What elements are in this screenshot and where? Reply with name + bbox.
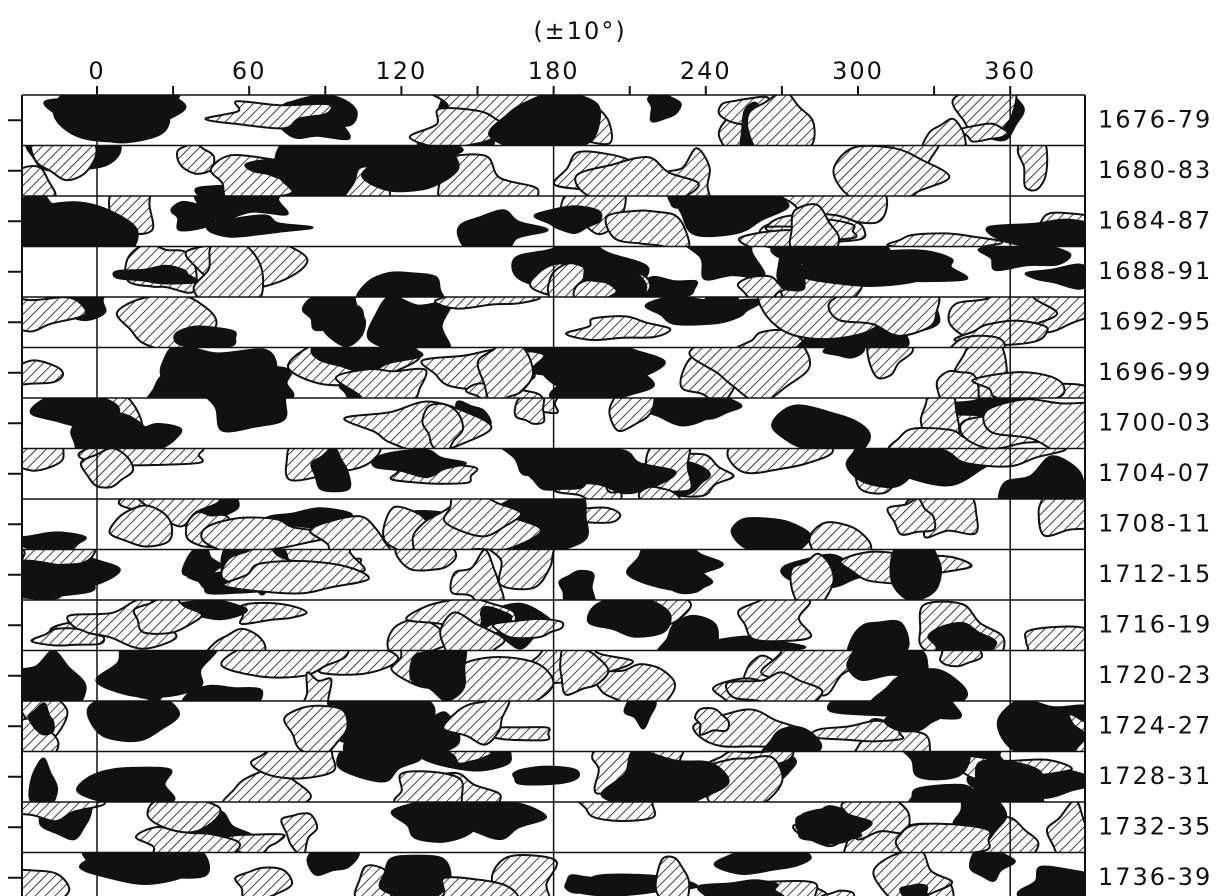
row-label: 1680-83 xyxy=(1098,156,1212,184)
hatched-region xyxy=(695,708,729,735)
hatched-region xyxy=(177,144,214,174)
hatched-region xyxy=(435,287,540,309)
hatched-region xyxy=(0,437,64,471)
hatched-region xyxy=(493,619,563,638)
x-tick-label: 240 xyxy=(680,57,732,85)
figure: (±10°) 1676-79 1680-83 1684-87 1688-91 1692-… xyxy=(0,0,1225,896)
row-label: 1696-99 xyxy=(1098,358,1212,386)
row-label: 1728-31 xyxy=(1098,762,1212,790)
dark-region xyxy=(307,835,359,875)
dark-region xyxy=(732,518,811,552)
dark-region xyxy=(559,571,594,608)
row-label: 1724-27 xyxy=(1098,711,1212,739)
dark-region xyxy=(88,692,179,741)
axis-title: (±10°) xyxy=(533,17,626,45)
dark-region xyxy=(565,875,600,893)
hatched-region xyxy=(0,293,86,332)
hatched-region xyxy=(574,280,617,306)
x-tick-label: 60 xyxy=(232,57,267,85)
dark-region xyxy=(77,768,174,805)
hatched-region xyxy=(1018,128,1047,191)
x-tick-label: 300 xyxy=(832,57,884,85)
row-label: 1676-79 xyxy=(1098,105,1212,133)
dark-region xyxy=(890,531,941,600)
row-label: 1708-11 xyxy=(1098,509,1212,537)
row-label: 1700-03 xyxy=(1098,408,1212,436)
dark-region xyxy=(588,597,671,637)
hatched-region xyxy=(0,870,69,896)
row-label: 1716-19 xyxy=(1098,610,1212,638)
dark-region xyxy=(136,663,169,704)
x-tick-label: 180 xyxy=(528,57,580,85)
hatched-region xyxy=(235,868,292,896)
hatched-region xyxy=(656,856,690,896)
row-label: 1688-91 xyxy=(1098,257,1212,285)
blob-layer xyxy=(0,62,1142,896)
hatched-region xyxy=(236,603,307,624)
row-label: 1712-15 xyxy=(1098,560,1212,588)
row-label: 1736-39 xyxy=(1098,863,1212,891)
hatched-region xyxy=(738,594,811,641)
dark-region xyxy=(513,767,579,785)
x-tick-label: 0 xyxy=(88,57,105,85)
hatched-region xyxy=(284,706,347,756)
dark-region xyxy=(1026,264,1110,288)
row-label: 1684-87 xyxy=(1098,206,1212,234)
x-tick-label: 120 xyxy=(375,57,427,85)
row-label: 1692-95 xyxy=(1098,307,1212,335)
dark-region xyxy=(715,839,811,874)
dark-region xyxy=(182,686,263,726)
x-tick-label: 360 xyxy=(984,57,1036,85)
dark-region xyxy=(380,856,451,896)
dark-region xyxy=(900,885,928,896)
hatched-region xyxy=(109,505,172,546)
dark-region xyxy=(979,244,1071,271)
hatched-region xyxy=(281,813,317,856)
row-label: 1704-07 xyxy=(1098,459,1212,487)
hatched-region xyxy=(566,316,670,340)
dark-region xyxy=(648,92,681,122)
dark-region xyxy=(174,326,236,348)
row-label: 1732-35 xyxy=(1098,812,1212,840)
dark-region xyxy=(698,880,784,896)
hatched-region xyxy=(606,210,690,249)
dark-region xyxy=(44,80,169,142)
row-label: 1720-23 xyxy=(1098,661,1212,689)
